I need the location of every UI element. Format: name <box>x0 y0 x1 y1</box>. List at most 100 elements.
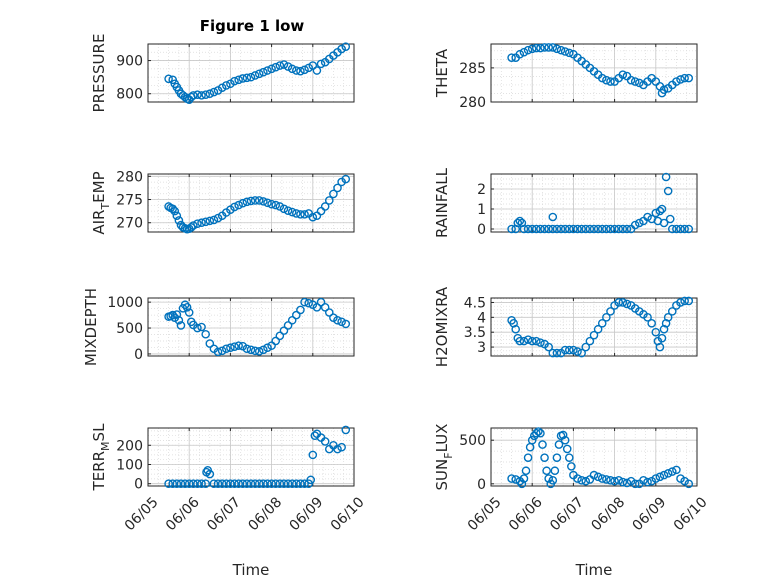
axes-box <box>490 297 698 357</box>
axes-box <box>147 427 355 487</box>
data-point <box>308 450 318 460</box>
data-point <box>606 224 615 234</box>
subplot-h2omixra: 33.544.5 H2OMIXRA <box>433 286 698 367</box>
data-point <box>201 479 210 488</box>
data-point <box>630 479 640 489</box>
data-point <box>263 66 272 75</box>
data-point <box>333 315 342 325</box>
data-point <box>589 330 599 340</box>
data-point <box>663 186 673 196</box>
data-point <box>292 479 301 488</box>
data-point <box>250 479 260 488</box>
data-point <box>283 62 293 71</box>
data-point <box>680 73 689 83</box>
data-point <box>569 345 578 355</box>
data-point <box>234 479 243 488</box>
data-point <box>655 206 665 216</box>
data-point <box>337 442 346 452</box>
data-point <box>527 224 537 234</box>
data-point <box>304 298 313 308</box>
data-point <box>201 90 210 100</box>
data-point <box>618 477 628 487</box>
data-point <box>283 479 293 488</box>
data-point <box>283 206 293 215</box>
data-point <box>242 479 252 488</box>
data-point <box>536 43 545 53</box>
x-tick-label: 06/05 <box>122 494 162 534</box>
data-point <box>540 43 549 52</box>
data-point <box>300 65 309 75</box>
subplot-theta: 280 285 THETA <box>433 43 698 111</box>
data-point <box>548 476 558 485</box>
subplot-pressure: 800 900 PRESSURE <box>90 34 355 112</box>
y-tick-label: 2 <box>477 182 486 198</box>
data-point <box>626 75 636 85</box>
x-axis-label: Time <box>575 561 613 579</box>
data-point <box>254 196 264 205</box>
y-tick-label: 500 <box>116 321 143 337</box>
data-point <box>540 453 549 462</box>
data-point <box>300 479 309 488</box>
data-point <box>312 303 322 312</box>
data-point <box>515 49 525 59</box>
data-point <box>544 474 553 483</box>
data-point <box>577 348 586 358</box>
data-point <box>189 221 198 230</box>
data-point <box>544 342 553 352</box>
y-tick-label: 270 <box>116 216 143 232</box>
data-point <box>337 317 346 327</box>
data-point <box>597 474 607 483</box>
data-point <box>519 224 529 234</box>
data-point <box>193 219 202 228</box>
data-point <box>676 224 685 234</box>
data-point <box>577 224 586 234</box>
data-point <box>573 224 582 234</box>
data-point <box>622 224 632 234</box>
data-point <box>680 224 689 234</box>
data-point <box>550 466 560 476</box>
data-point <box>663 469 673 478</box>
data-point <box>217 346 227 356</box>
data-point <box>279 326 289 335</box>
data-point <box>614 298 624 307</box>
data-point <box>552 348 562 358</box>
data-point <box>548 348 558 358</box>
data-point <box>201 217 210 227</box>
data-point <box>209 479 219 488</box>
data-point <box>548 43 558 52</box>
data-point <box>602 313 611 322</box>
data-point <box>259 67 268 77</box>
data-point <box>312 66 322 75</box>
data-point <box>324 196 334 205</box>
x-tick-label: 06/05 <box>465 494 505 534</box>
data-point <box>538 440 547 449</box>
data-point <box>279 60 289 69</box>
data-point <box>333 183 342 193</box>
data-point <box>630 77 640 86</box>
data-point <box>226 343 235 353</box>
data-point <box>254 69 264 79</box>
data-point <box>217 479 227 488</box>
data-point <box>597 318 607 328</box>
y-tick-label: 3.5 <box>464 325 486 341</box>
data-point <box>221 81 231 90</box>
data-point <box>341 425 351 435</box>
data-point <box>532 336 541 346</box>
data-point <box>197 479 206 488</box>
data-point <box>684 224 694 234</box>
y-axis-label: H2OMIXRA <box>433 286 451 367</box>
y-tick-label: 280 <box>459 95 486 111</box>
data-point <box>554 440 564 449</box>
data-point <box>630 220 640 230</box>
data-point <box>283 321 293 330</box>
data-point <box>341 42 351 51</box>
data-point <box>292 66 301 75</box>
data-point <box>651 474 661 483</box>
data-point <box>205 89 215 99</box>
data-point <box>238 198 248 208</box>
data-point <box>189 91 198 100</box>
y-tick-label: 0 <box>134 477 143 493</box>
y-axis-label: RAINFALL <box>433 167 451 238</box>
data-point <box>254 347 264 356</box>
